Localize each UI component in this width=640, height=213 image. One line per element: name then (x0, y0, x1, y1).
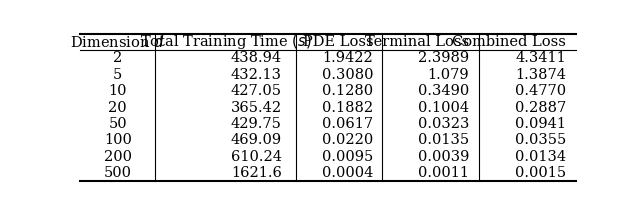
Text: Dimension $d$: Dimension $d$ (70, 34, 165, 50)
Text: Total Training Time $(s)$: Total Training Time $(s)$ (140, 32, 311, 52)
